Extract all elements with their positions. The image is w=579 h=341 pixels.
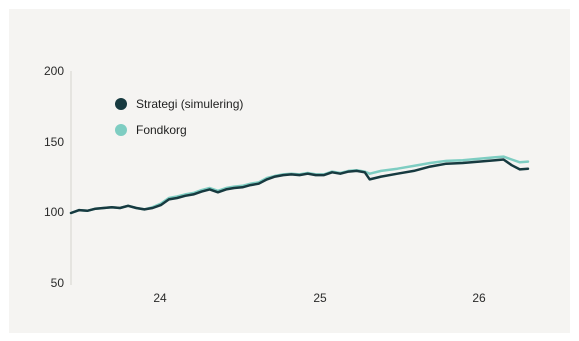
x-tick-labels: 24 25 26	[153, 291, 486, 305]
y-tick-label: 100	[44, 205, 64, 219]
legend-swatch-strategi	[115, 98, 127, 110]
legend-swatch-fondkorg	[115, 124, 127, 136]
legend-label-fondkorg: Fondkorg	[136, 123, 187, 137]
series-line-fondkorg	[69, 155, 530, 215]
x-tick-label: 24	[153, 291, 167, 305]
series-lines	[69, 155, 530, 215]
legend: Strategi (simulering) Fondkorg	[115, 97, 243, 137]
series-line-strategi	[69, 158, 530, 215]
chart-panel	[9, 9, 570, 333]
x-tick-label: 26	[472, 291, 486, 305]
y-tick-label: 200	[44, 64, 64, 78]
y-tick-label: 150	[44, 135, 64, 149]
y-tick-label: 50	[51, 276, 65, 290]
legend-label-strategi: Strategi (simulering)	[136, 97, 243, 111]
x-tick-label: 25	[313, 291, 327, 305]
y-tick-labels: 200 150 100 50	[44, 64, 64, 290]
